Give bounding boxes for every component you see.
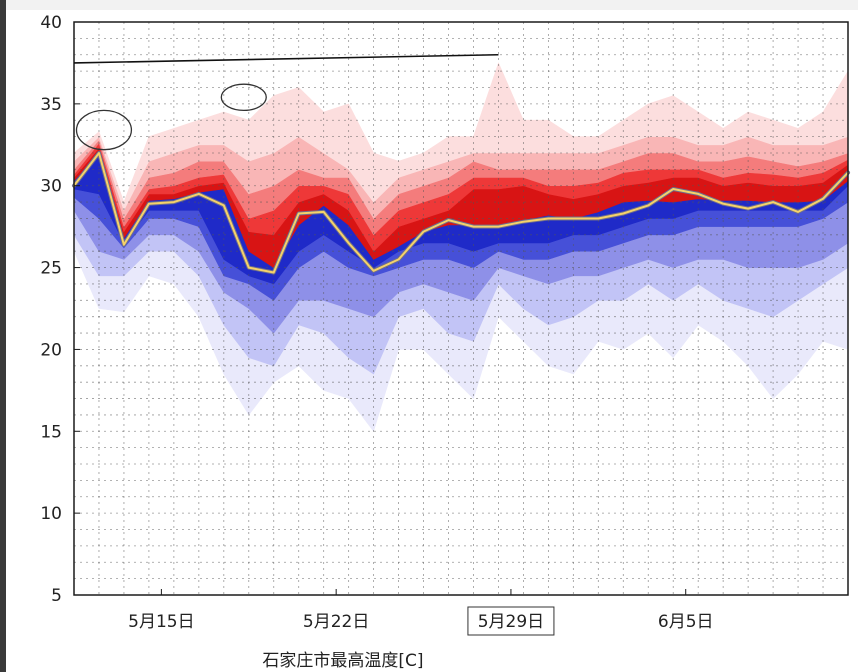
annotation-layer [73, 53, 499, 151]
annotation-circle-1 [75, 109, 133, 151]
plot-frame [73, 21, 849, 596]
x-tick-label: 5月22日 [303, 612, 369, 632]
x-tick-highlight-box [467, 606, 555, 636]
y-tick-label: 30 [40, 177, 62, 197]
y-tick-label: 15 [40, 422, 62, 442]
window-left-edge [0, 0, 6, 672]
x-axis: 5月15日 5月22日 5月29日 6月5日 [128, 589, 714, 636]
x-tick-label: 6月5日 [658, 612, 714, 632]
x-axis-title: 石家庄市最高温度[C] [262, 651, 423, 671]
y-tick-label: 10 [40, 504, 62, 524]
y-axis: 5 10 15 20 25 30 35 40 [40, 13, 80, 606]
annotation-circle-2 [220, 83, 267, 112]
median-layer [72, 151, 850, 275]
x-tick-label: 5月15日 [128, 612, 194, 632]
y-tick-label: 25 [40, 259, 62, 279]
band-layer [73, 62, 849, 432]
y-tick-label: 5 [51, 586, 62, 606]
window-top-strip [0, 0, 858, 10]
annotation-trend-line [73, 53, 499, 64]
y-tick-label: 40 [40, 13, 62, 33]
y-tick-label: 20 [40, 340, 62, 360]
y-tick-label: 35 [40, 95, 62, 115]
median-line [73, 152, 849, 274]
x-tick-label: 5月29日 [478, 612, 544, 632]
